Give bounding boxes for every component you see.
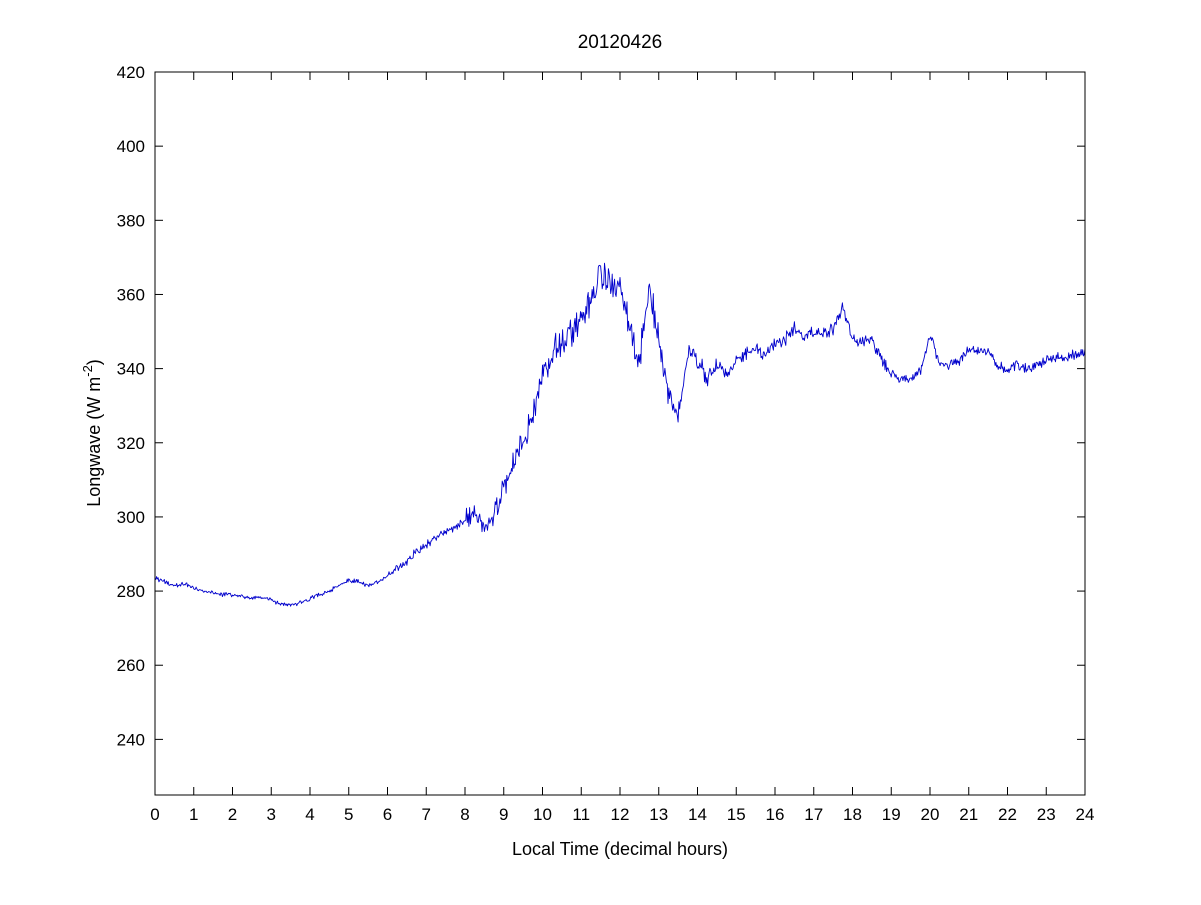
- x-tick-label: 6: [383, 805, 392, 824]
- longwave-series-line: [155, 262, 1085, 607]
- x-tick-label: 21: [959, 805, 978, 824]
- x-tick-label: 5: [344, 805, 353, 824]
- x-tick-label: 3: [267, 805, 276, 824]
- x-tick-label: 7: [422, 805, 431, 824]
- y-tick-label: 380: [117, 211, 145, 230]
- x-tick-label: 11: [572, 805, 590, 824]
- x-tick-label: 23: [1037, 805, 1056, 824]
- x-tick-label: 20: [921, 805, 940, 824]
- chart-title: 20120426: [578, 32, 663, 53]
- x-tick-label: 18: [843, 805, 862, 824]
- x-tick-label: 4: [305, 805, 314, 824]
- x-tick-label: 2: [228, 805, 237, 824]
- x-tick-label: 1: [189, 805, 198, 824]
- x-tick-label: 9: [499, 805, 508, 824]
- plot-border: [154, 71, 1086, 796]
- x-tick-label: 0: [150, 805, 159, 824]
- y-tick-label: 320: [117, 434, 145, 453]
- y-axis-label: Longwave (W m-2): [80, 359, 104, 507]
- y-tick-label: 420: [117, 63, 145, 82]
- x-tick-label: 16: [766, 805, 785, 824]
- y-tick-label: 360: [117, 285, 145, 304]
- y-tick-label: 340: [117, 360, 145, 379]
- x-tick-label: 19: [882, 805, 901, 824]
- axis-ticks: 0 1 2 3 4 5 6 7 8 9 10 11 12 13 14 15 16 17 18 19 20 21 22 23 24…: [117, 63, 1095, 824]
- x-tick-label: 10: [533, 805, 552, 824]
- y-tick-label: 260: [117, 656, 145, 675]
- x-tick-label: 14: [688, 805, 707, 824]
- x-tick-label: 17: [804, 805, 823, 824]
- x-tick-label: 22: [998, 805, 1017, 824]
- x-tick-label: 15: [727, 805, 746, 824]
- y-tick-label: 300: [117, 508, 145, 527]
- y-tick-label: 280: [117, 582, 145, 601]
- y-tick-label: 400: [117, 137, 145, 156]
- x-tick-label: 12: [611, 805, 630, 824]
- y-tick-label: 240: [117, 730, 145, 749]
- x-tick-label: 24: [1076, 805, 1095, 824]
- x-tick-label: 13: [649, 805, 668, 824]
- x-axis-label: Local Time (decimal hours): [512, 839, 728, 859]
- x-tick-label: 8: [460, 805, 469, 824]
